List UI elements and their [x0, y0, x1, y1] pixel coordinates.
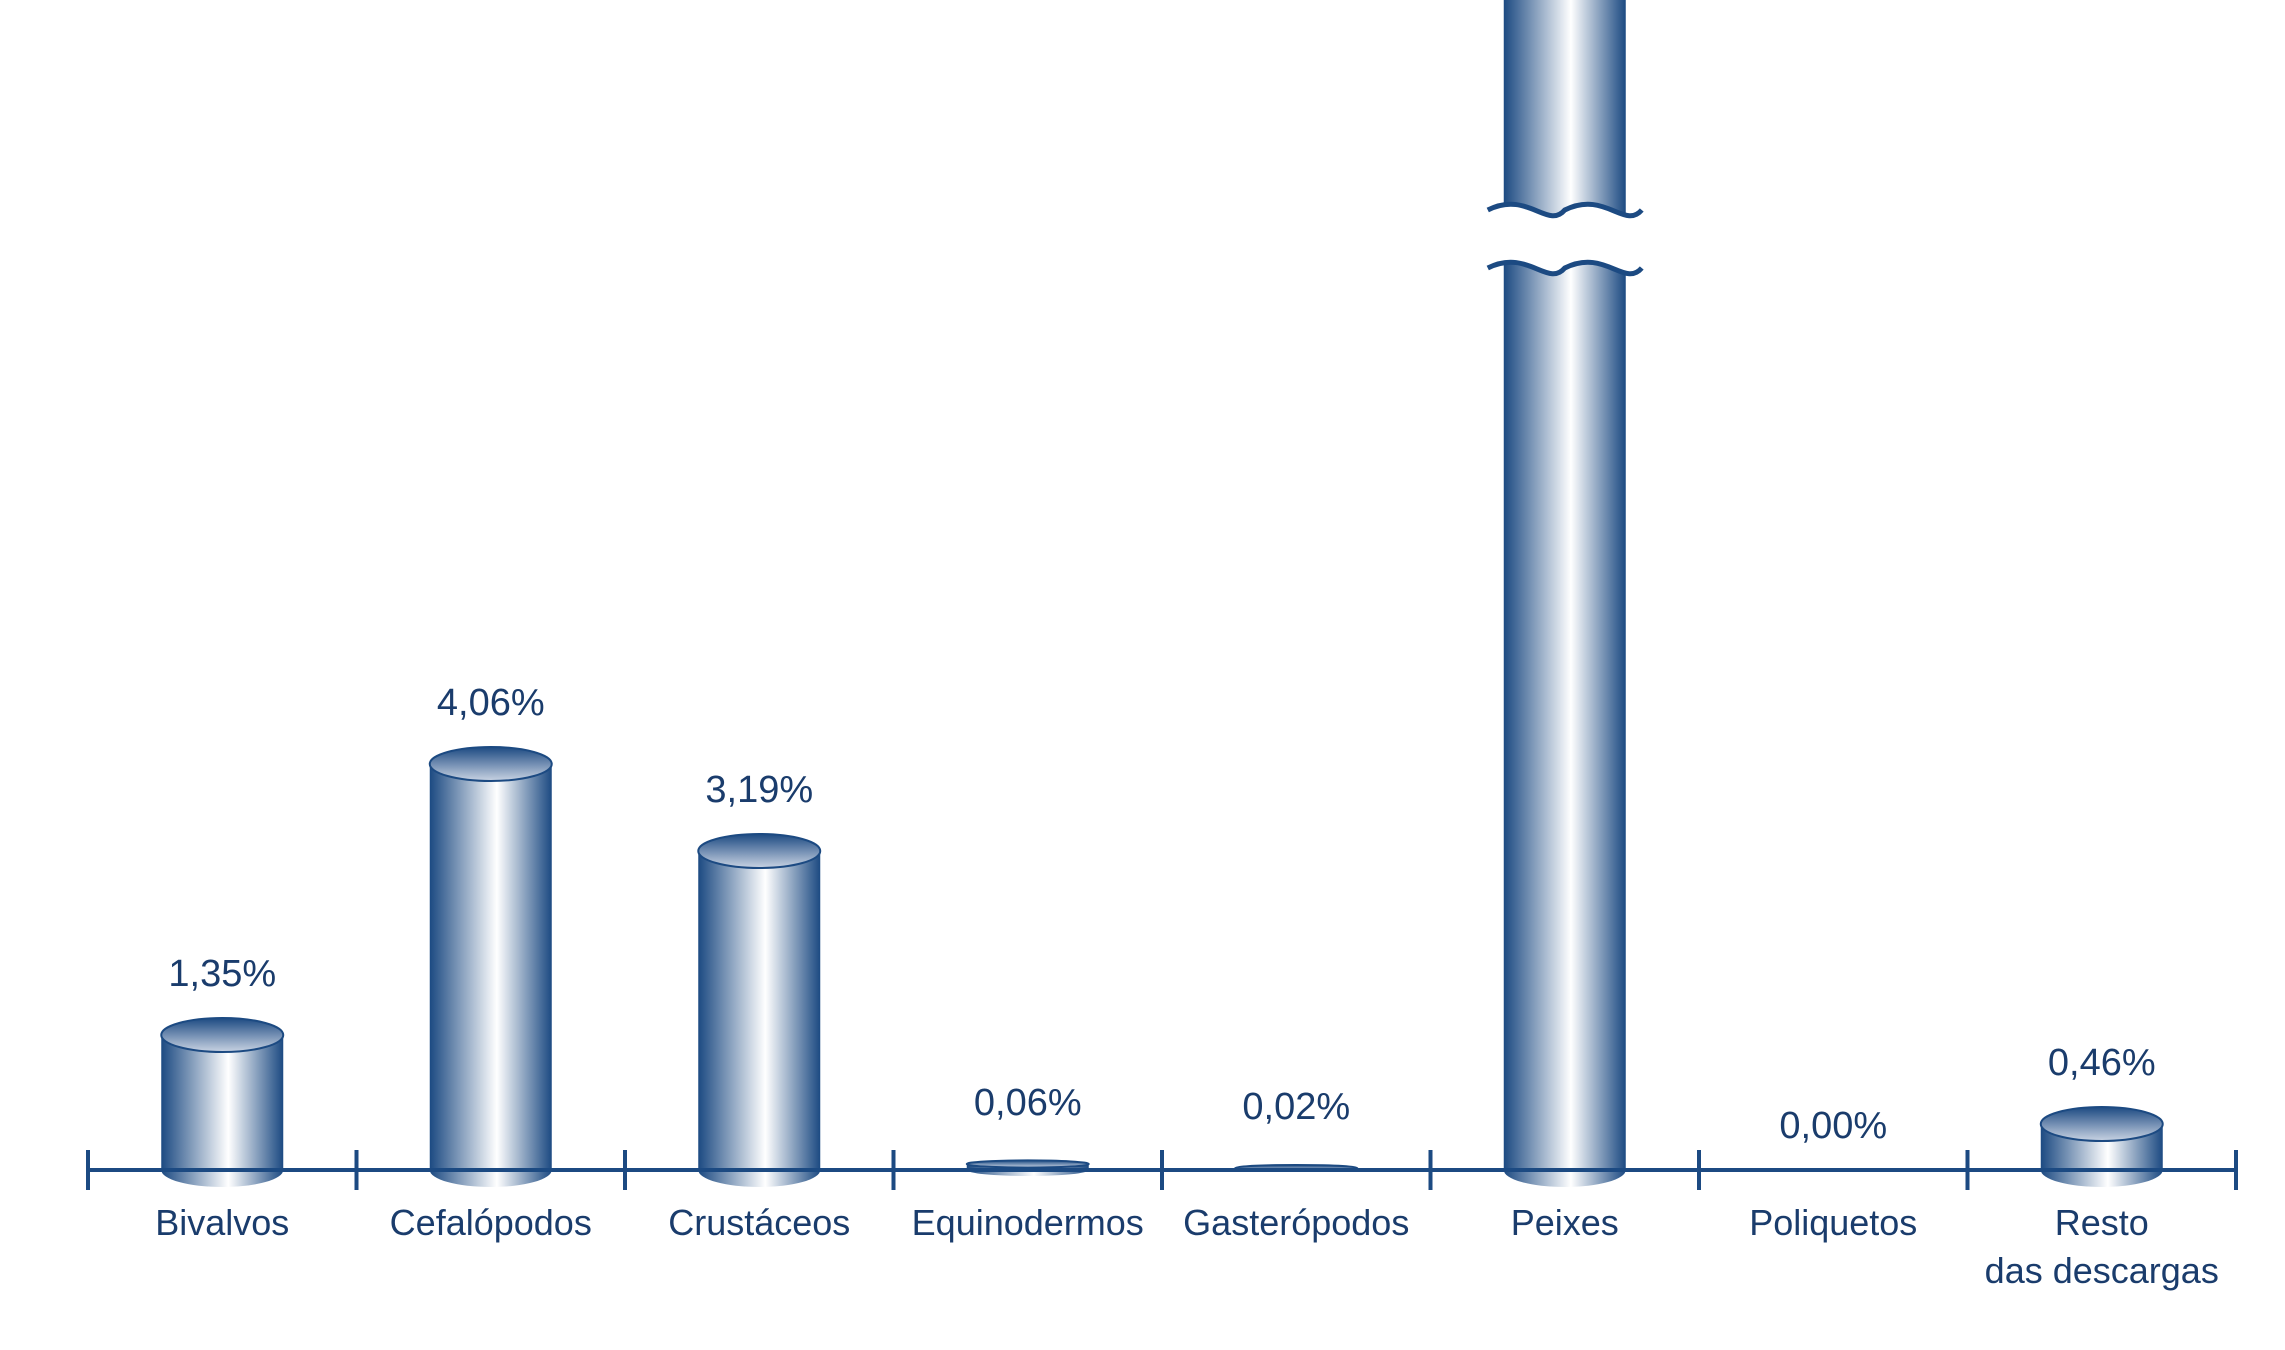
labels-layer: 1,35% Bivalvos 4,06% Cefalópodos 3,19% Crustá…	[155, 682, 2219, 1291]
bar-cap	[2039, 1106, 2164, 1142]
bar-body	[429, 764, 552, 1170]
category-label: Poliquetos	[1749, 1202, 1917, 1243]
axis-break-gap	[1487, 204, 1642, 274]
data-label: 0,46%	[2048, 1042, 2156, 1084]
bar-6	[1486, 0, 1644, 1187]
category-label: Gasterópodos	[1183, 1202, 1409, 1243]
data-label: 3,19%	[705, 769, 813, 811]
bar-1	[160, 1017, 285, 1187]
bar-2	[428, 746, 553, 1187]
category-label: Peixes	[1511, 1202, 1619, 1243]
bar-cap	[428, 746, 553, 782]
category-label: Bivalvos	[155, 1202, 289, 1243]
x-axis	[86, 1150, 2238, 1190]
data-label: 0,02%	[1242, 1086, 1350, 1128]
data-label: 1,35%	[168, 953, 276, 995]
bar-8	[2039, 1106, 2164, 1187]
category-label: Crustáceos	[668, 1202, 850, 1243]
data-label: 0,00%	[1779, 1105, 1887, 1147]
bar-body	[698, 851, 821, 1170]
bar-3	[697, 833, 822, 1187]
bar-cap	[697, 833, 822, 869]
bar-cap	[160, 1017, 285, 1053]
data-label: 4,06%	[437, 682, 545, 724]
bar-body	[161, 1035, 284, 1170]
axis-break-line	[1486, 259, 1644, 277]
category-label: Equinodermos	[912, 1202, 1144, 1243]
axis-break-line	[1486, 201, 1644, 219]
category-label: Resto	[2055, 1202, 2149, 1243]
bar-cap	[965, 1159, 1090, 1169]
bars-layer	[160, 0, 2164, 1187]
category-label: Cefalópodos	[390, 1202, 592, 1243]
bar-body	[1503, 0, 1626, 1170]
category-label: das descargas	[1985, 1250, 2219, 1291]
data-label: 0,06%	[974, 1082, 1082, 1124]
